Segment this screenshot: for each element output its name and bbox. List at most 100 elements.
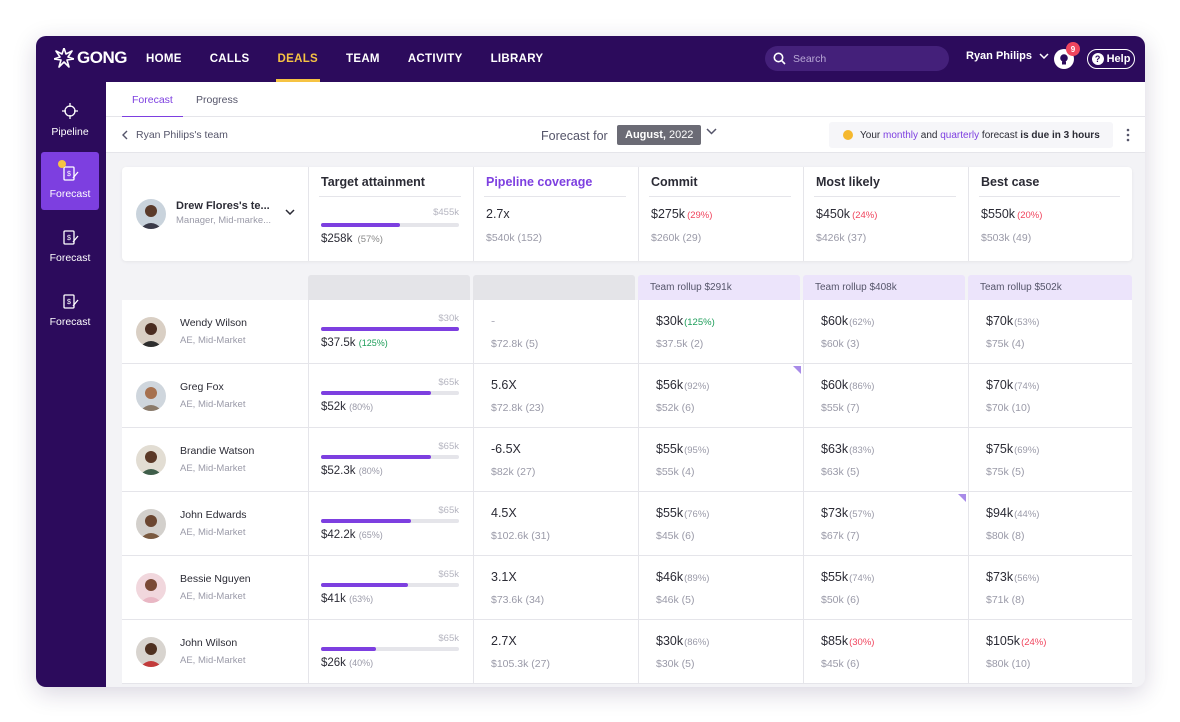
rep-commit-cell[interactable]: $46k(89%) $46k (5) — [638, 556, 803, 620]
sidebar-item-pipeline[interactable]: Pipeline — [41, 90, 99, 148]
nav-library[interactable]: LIBRARY — [490, 53, 544, 65]
likely-pct: (30%) — [849, 637, 875, 648]
best-sub: $70k (10) — [986, 402, 1031, 414]
table-row[interactable]: Bessie Nguyen AE, Mid-Market $65k $41k (… — [122, 556, 1132, 620]
pipeline-value: 5.6X — [491, 378, 517, 392]
rep-likely-cell[interactable]: $73k(57%) $67k (7) — [803, 492, 968, 556]
likely-amount: $60k — [821, 378, 849, 392]
rep-best-cell[interactable]: $70k(74%) $70k (10) — [968, 364, 1132, 428]
rep-best-cell[interactable]: $70k(53%) $75k (4) — [968, 300, 1132, 364]
likely-amount: $73k — [821, 506, 849, 520]
nav-activity[interactable]: ACTIVITY — [407, 53, 463, 65]
rep-likely-cell[interactable]: $63k(83%) $63k (5) — [803, 428, 968, 492]
target-amount: $258k — [321, 233, 353, 245]
commit-pct: (95%) — [684, 445, 710, 456]
table-row[interactable]: Greg Fox AE, Mid-Market $65k $52k (80%) … — [122, 364, 1132, 428]
sidebar-item-forecast-3[interactable]: $ Forecast — [41, 280, 99, 338]
help-label: Help — [1106, 53, 1131, 65]
period-selector[interactable]: August, 2022 — [617, 125, 702, 145]
rep-role: AE, Mid-Market — [180, 591, 246, 602]
summary-pipeline: Pipeline coverage 2.7x $540k (152) — [473, 167, 638, 261]
rep-role: AE, Mid-Market — [180, 527, 246, 538]
commit-amount: $55k — [656, 506, 684, 520]
commit-sub: $37.5k (2) — [656, 338, 704, 350]
svg-text:$: $ — [67, 299, 71, 306]
rep-commit-cell[interactable]: $30k(125%) $37.5k (2) — [638, 300, 803, 364]
rep-best-cell[interactable]: $105k(24%) $80k (10) — [968, 620, 1132, 684]
rep-likely-cell[interactable]: $60k(62%) $60k (3) — [803, 300, 968, 364]
rep-role: AE, Mid-Market — [180, 335, 246, 346]
back-team-link[interactable]: Ryan Philips's team — [121, 129, 228, 141]
search-input[interactable]: Search — [765, 46, 949, 71]
commit-amount: $46k — [656, 570, 684, 584]
rep-target-cell: $30k $37.5k (125%) — [308, 300, 473, 364]
best-pct: (20%) — [1017, 210, 1043, 221]
rep-best-cell[interactable]: $94k(44%) $80k (8) — [968, 492, 1132, 556]
user-menu[interactable]: Ryan Philips — [966, 50, 1049, 62]
nav-home[interactable]: HOME — [146, 53, 182, 65]
manager-selector[interactable]: Drew Flores's te... Manager, Mid-marke..… — [122, 167, 308, 261]
sidebar-item-forecast[interactable]: $ Forecast — [41, 152, 99, 210]
rep-commit-cell[interactable]: $30k(86%) $30k (5) — [638, 620, 803, 684]
notice-quarterly-link[interactable]: quarterly — [940, 129, 980, 141]
rep-commit-cell[interactable]: $56k(92%) $52k (6) — [638, 364, 803, 428]
pipeline-sub: $73.6k (34) — [491, 594, 545, 606]
rep-commit-cell[interactable]: $55k(76%) $45k (6) — [638, 492, 803, 556]
table-row[interactable]: John Edwards AE, Mid-Market $65k $42.2k … — [122, 492, 1132, 556]
rep-role: AE, Mid-Market — [180, 655, 246, 666]
pipeline-sub: $102.6k (31) — [491, 530, 550, 542]
help-button[interactable]: ? Help — [1087, 49, 1135, 69]
svg-text:$: $ — [67, 235, 71, 242]
target-cap: $30k — [438, 313, 459, 324]
rep-target-cell: $65k $41k (63%) — [308, 556, 473, 620]
likely-sub: $50k (6) — [821, 594, 860, 606]
commit-amount: $56k — [656, 378, 684, 392]
progress-fill — [321, 583, 408, 587]
rep-likely-cell[interactable]: $85k(30%) $45k (6) — [803, 620, 968, 684]
best-pct: (74%) — [1014, 381, 1040, 392]
more-options-icon[interactable] — [1126, 128, 1130, 142]
table-row[interactable]: John Wilson AE, Mid-Market $65k $26k (40… — [122, 620, 1132, 684]
rep-target-cell: $65k $52.3k (80%) — [308, 428, 473, 492]
chevron-down-icon[interactable] — [706, 128, 717, 135]
rep-role: AE, Mid-Market — [180, 463, 246, 474]
rep-best-cell[interactable]: $75k(69%) $75k (5) — [968, 428, 1132, 492]
tab-progress[interactable]: Progress — [196, 93, 239, 106]
table-row[interactable]: Brandie Watson AE, Mid-Market $65k $52.3… — [122, 428, 1132, 492]
pipeline-heading: Pipeline coverage — [486, 175, 593, 189]
target-value: $26k (40%) — [321, 657, 373, 669]
nav-team[interactable]: TEAM — [346, 53, 380, 65]
rep-target-cell: $65k $52k (80%) — [308, 364, 473, 428]
likely-sub: $45k (6) — [821, 658, 860, 670]
avatar — [136, 509, 166, 539]
notice-due: is due in 3 hours — [1020, 129, 1100, 141]
due-notice: Your monthly and quarterly forecast is d… — [829, 122, 1113, 148]
sidebar-label: Forecast — [49, 188, 91, 200]
rep-likely-cell[interactable]: $60k(86%) $55k (7) — [803, 364, 968, 428]
nav-calls[interactable]: CALLS — [209, 53, 250, 65]
commit-amount: $30k — [656, 314, 684, 328]
best-amount: $73k — [986, 570, 1014, 584]
pipeline-value: 2.7x — [486, 207, 510, 221]
commit-sub: $45k (6) — [656, 530, 695, 542]
sidebar-item-forecast-2[interactable]: $ Forecast — [41, 216, 99, 274]
rep-pipeline-cell: - $72.8k (5) — [473, 300, 638, 364]
notice-monthly-link[interactable]: monthly — [882, 129, 918, 141]
likely-value: $85k(30%) — [821, 634, 874, 648]
target-value: $258k (57%) — [321, 233, 383, 245]
likely-value: $73k(57%) — [821, 506, 874, 520]
target-pct: (65%) — [358, 530, 383, 540]
nav-deals[interactable]: DEALS — [268, 36, 328, 82]
target-cap: $65k — [438, 633, 459, 644]
likely-sub: $426k (37) — [816, 232, 867, 244]
gong-logo[interactable]: GONG — [54, 48, 127, 68]
target-value: $52k (80%) — [321, 401, 373, 413]
rep-likely-cell[interactable]: $55k(74%) $50k (6) — [803, 556, 968, 620]
tab-forecast[interactable]: Forecast — [122, 82, 183, 118]
rep-commit-cell[interactable]: $55k(95%) $55k (4) — [638, 428, 803, 492]
rep-best-cell[interactable]: $73k(56%) $71k (8) — [968, 556, 1132, 620]
commit-pct: (92%) — [684, 381, 710, 392]
likely-amount: $60k — [821, 314, 849, 328]
burst-icon — [54, 48, 74, 68]
table-row[interactable]: Wendy Wilson AE, Mid-Market $30k $37.5k … — [122, 300, 1132, 364]
